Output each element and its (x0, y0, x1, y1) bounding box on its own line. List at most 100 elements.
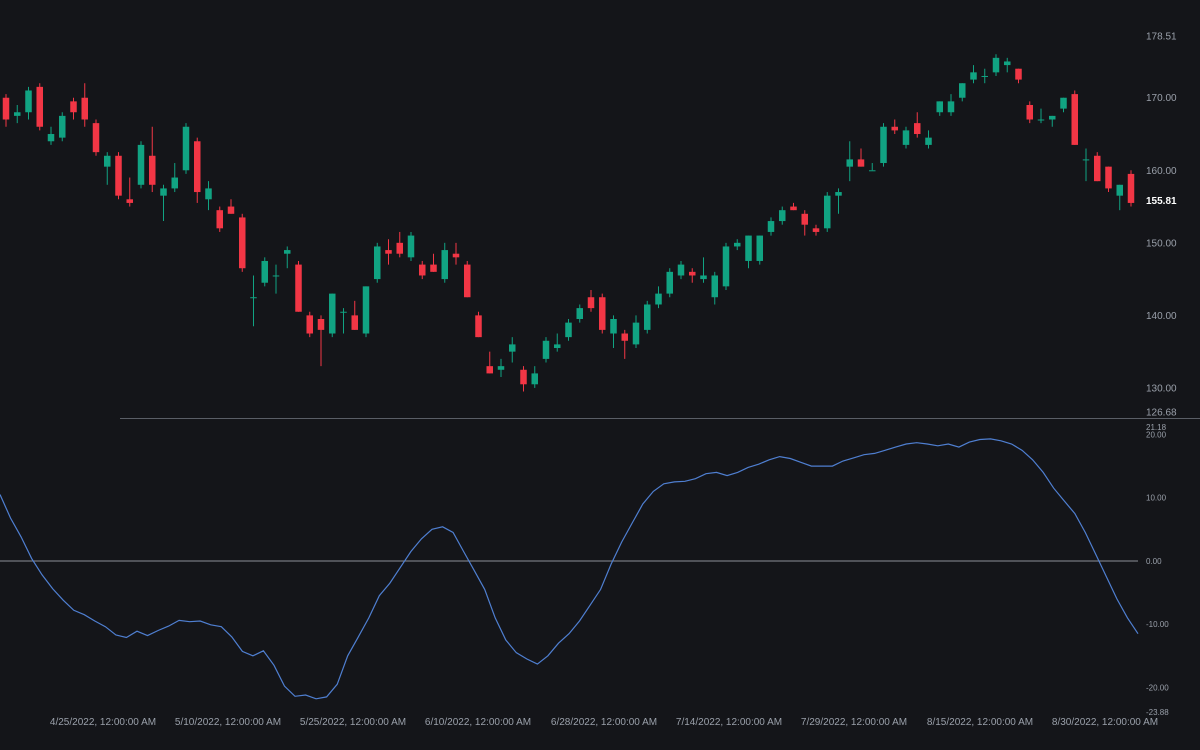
candle (1060, 97, 1067, 113)
candle (1026, 101, 1033, 124)
candle-body (239, 217, 246, 269)
candle-body (441, 250, 448, 280)
candle-body (655, 293, 662, 305)
candle (981, 68, 988, 84)
candle-body (947, 101, 955, 113)
candle (1116, 184, 1123, 211)
candle (509, 337, 516, 363)
candle-body (891, 126, 898, 131)
oscillator-line (0, 438, 1139, 700)
candle (1105, 166, 1112, 193)
candle-body (486, 366, 493, 374)
candle-body (374, 246, 381, 280)
candle (587, 289, 595, 312)
candle (790, 202, 797, 211)
candle (644, 300, 651, 334)
candle (959, 83, 966, 102)
candle-body (340, 311, 347, 313)
candle-body (925, 137, 932, 145)
price-axis: 178.51 170.00 160.00 150.00 140.00 130.0… (1146, 32, 1177, 419)
candle-body (576, 308, 583, 319)
candle (329, 293, 336, 338)
candle (756, 235, 763, 265)
candle-body (385, 250, 392, 254)
candle-body (722, 246, 730, 287)
oscillator-tick-label: -20.00 (1146, 683, 1169, 692)
candle (1082, 148, 1090, 182)
candle (621, 329, 628, 359)
candle (655, 286, 662, 309)
candle-body (1015, 68, 1022, 80)
candle-body (610, 318, 617, 334)
candle (216, 206, 223, 232)
candle (902, 126, 910, 149)
candle-body (419, 264, 426, 276)
candle-body (362, 286, 370, 334)
candle (407, 231, 415, 261)
candle-body (396, 242, 403, 254)
price-tick-label: 140.00 (1146, 311, 1177, 322)
candle (419, 260, 426, 280)
candle (441, 242, 448, 283)
candle-body (542, 340, 550, 359)
candle-body (959, 83, 966, 98)
candle (205, 181, 212, 211)
candle (689, 268, 696, 283)
candle-body (205, 188, 212, 200)
candle-body (194, 141, 201, 193)
candle-body (497, 366, 505, 370)
candle (14, 104, 21, 124)
candle (452, 242, 460, 265)
candle (340, 308, 347, 334)
candle (632, 315, 640, 349)
candle (722, 242, 730, 290)
oscillator-tick-label: 10.00 (1146, 494, 1167, 503)
candle-body (59, 115, 66, 138)
candle-body (936, 101, 943, 113)
candle-body (25, 90, 32, 113)
candle-body (160, 188, 167, 196)
candle (351, 300, 358, 330)
candle (475, 311, 482, 338)
date-tick-label: 5/25/2022, 12:00:00 AM (300, 717, 406, 728)
candle-body (1037, 119, 1045, 121)
candle (295, 260, 302, 312)
candle-body (711, 275, 718, 298)
candle (947, 94, 955, 116)
candle (182, 123, 190, 174)
candle (239, 213, 246, 272)
candle-body (734, 242, 741, 247)
candle-body (970, 72, 977, 80)
candle-body (1116, 184, 1123, 196)
candle (70, 97, 77, 120)
candle-body (70, 101, 77, 113)
candle-body (509, 344, 516, 352)
candle (992, 54, 1000, 76)
candle-body (1004, 61, 1011, 66)
candle-body (767, 221, 775, 232)
candle (284, 246, 291, 269)
candle-body (1049, 115, 1056, 120)
candle-body (306, 315, 313, 334)
candle-body (250, 297, 257, 299)
candle-body (1026, 104, 1033, 120)
candle-body (407, 235, 415, 258)
candle-body (857, 159, 865, 167)
candle (149, 126, 156, 193)
candle-body (1127, 173, 1135, 203)
candle (160, 184, 167, 222)
price-tick-label: 130.00 (1146, 383, 1177, 394)
candle-body (700, 275, 707, 280)
candle (869, 163, 876, 172)
candle (745, 235, 752, 269)
candle (396, 231, 403, 258)
candle (250, 275, 257, 327)
candle-body (992, 57, 1000, 73)
candle-body (14, 112, 21, 116)
candle-body (689, 271, 696, 276)
candle-body (587, 297, 595, 309)
candle (925, 130, 932, 149)
price-tick-label: 150.00 (1146, 238, 1177, 249)
candle-body (104, 155, 111, 167)
